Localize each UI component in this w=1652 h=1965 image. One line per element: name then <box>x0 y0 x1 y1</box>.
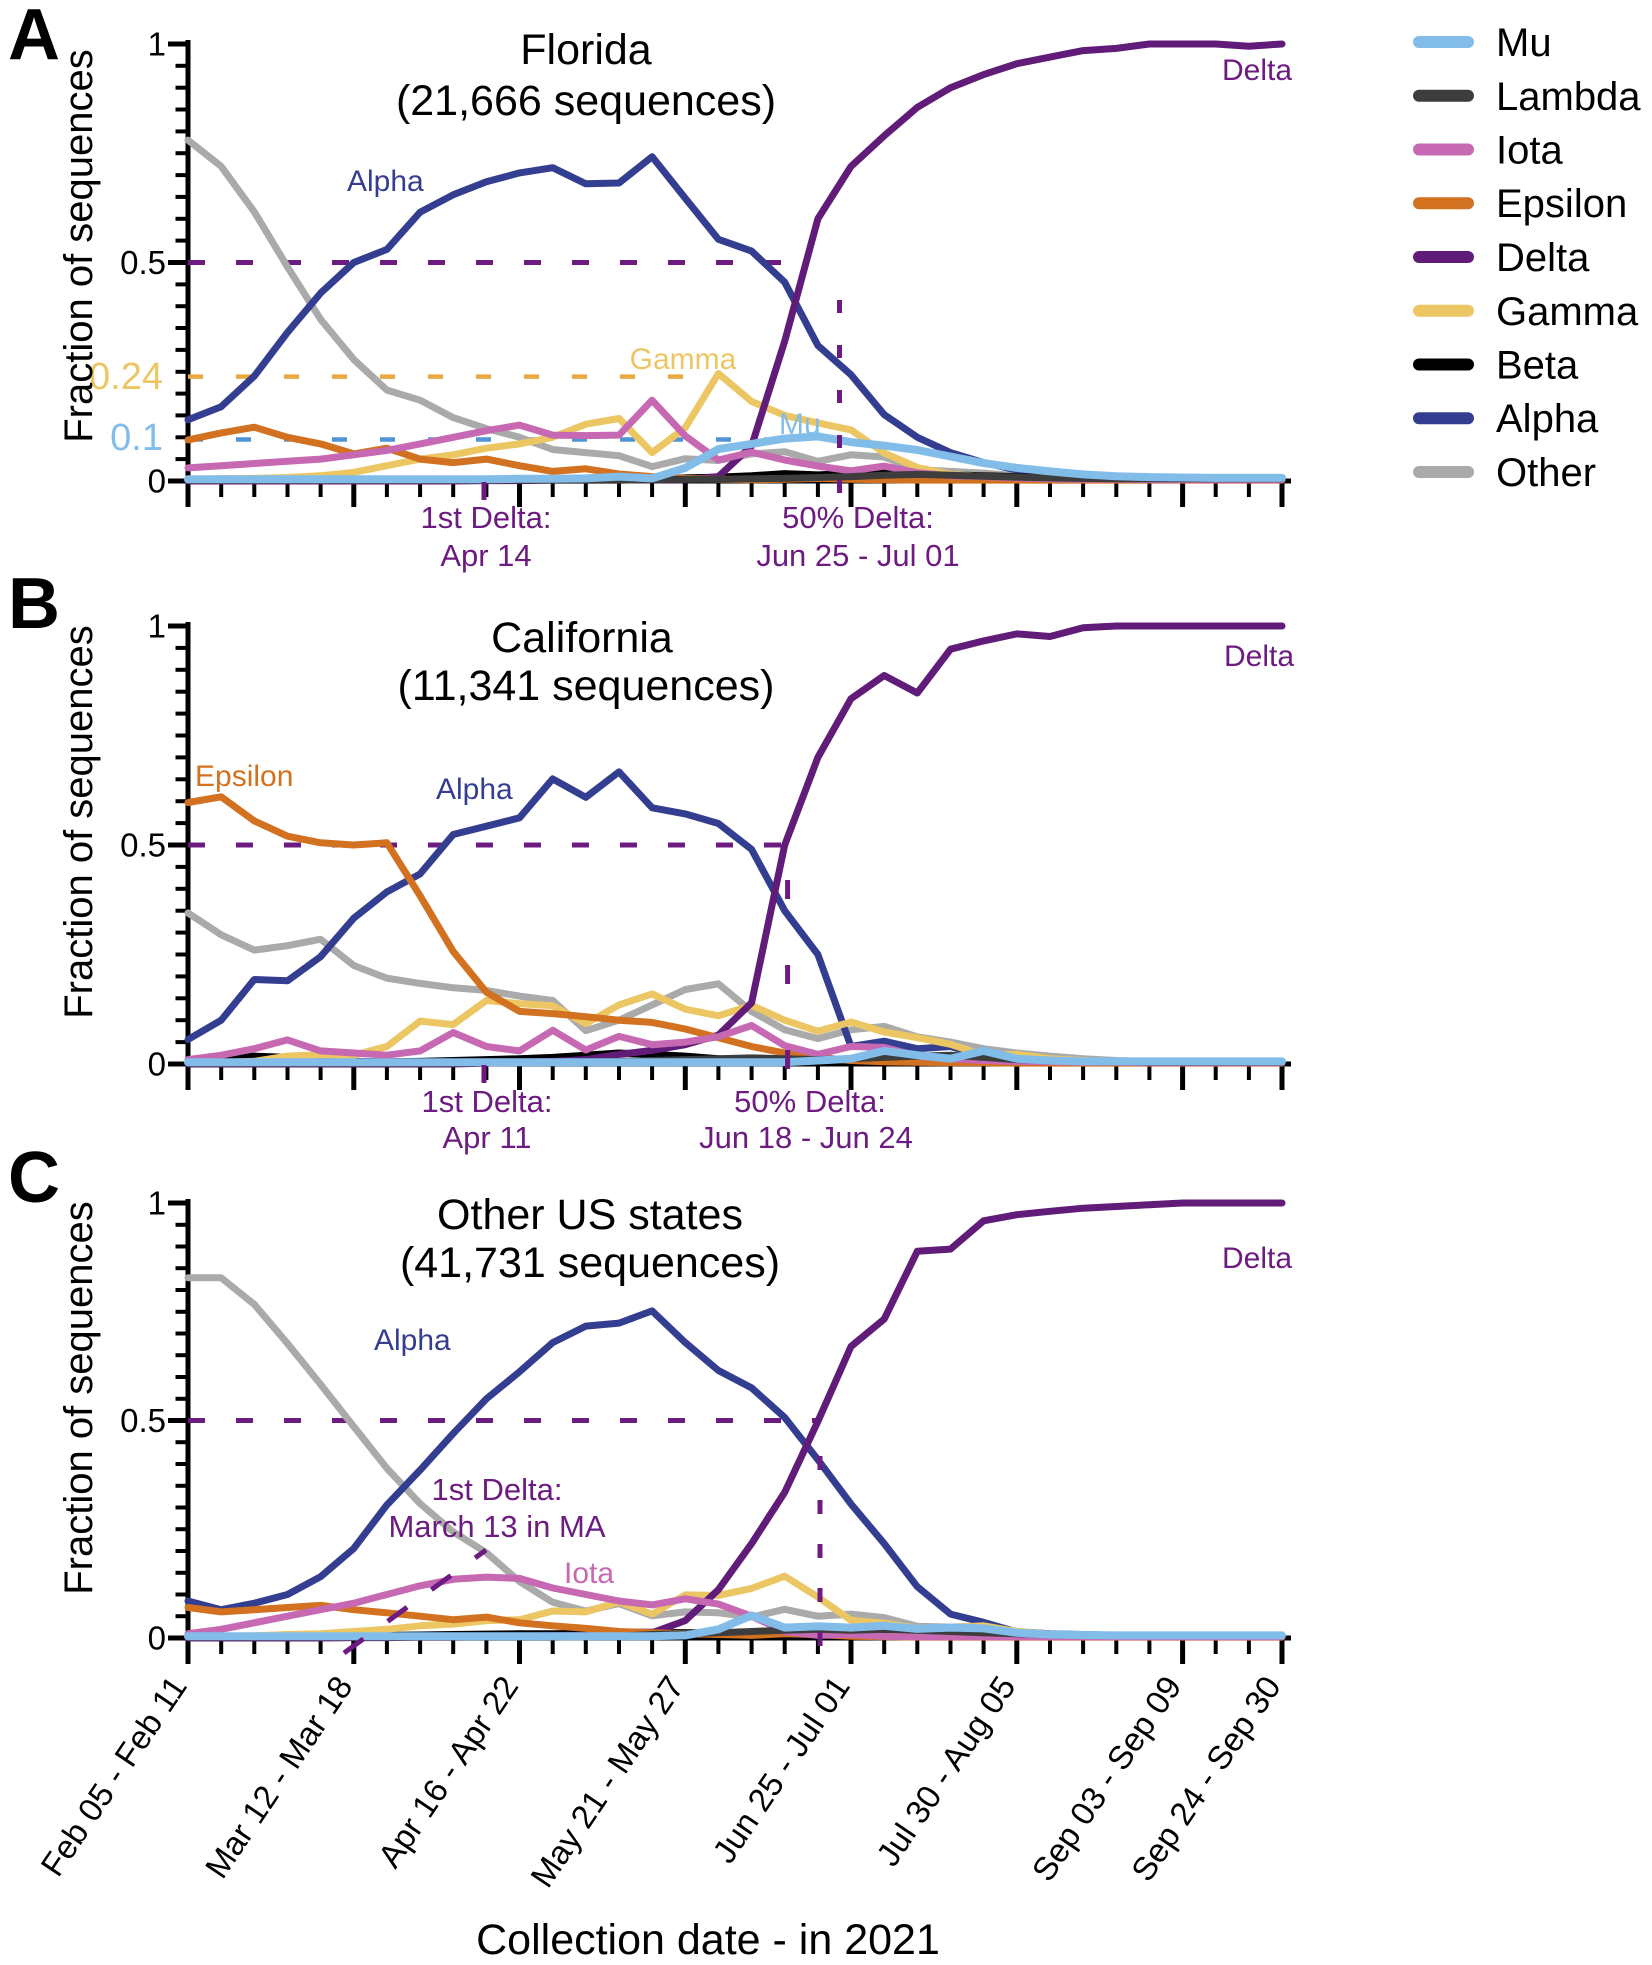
svg-text:California: California <box>491 614 673 662</box>
svg-text:1st Delta:: 1st Delta: <box>432 1472 563 1507</box>
svg-text:0: 0 <box>148 463 166 500</box>
svg-text:0.5: 0.5 <box>120 827 166 864</box>
svg-text:Collection date - in 2021: Collection date - in 2021 <box>476 1916 940 1960</box>
svg-text:March 13 in MA: March 13 in MA <box>388 1509 605 1544</box>
svg-text:Other US states: Other US states <box>437 1191 743 1239</box>
svg-text:Mu: Mu <box>1496 21 1552 65</box>
svg-text:0.5: 0.5 <box>120 244 166 281</box>
svg-text:Delta: Delta <box>1222 1242 1292 1275</box>
svg-text:Lambda: Lambda <box>1496 75 1641 119</box>
svg-text:Alpha: Alpha <box>374 1324 451 1357</box>
svg-text:0: 0 <box>148 1046 166 1083</box>
svg-text:Delta: Delta <box>1496 236 1590 280</box>
svg-text:(11,341 sequences): (11,341 sequences) <box>398 662 775 710</box>
svg-text:50% Delta:: 50% Delta: <box>734 1084 886 1119</box>
svg-text:Apr 11: Apr 11 <box>442 1120 531 1155</box>
svg-text:Gamma: Gamma <box>1496 290 1639 334</box>
svg-text:Beta: Beta <box>1496 344 1579 388</box>
svg-text:0: 0 <box>148 1620 166 1657</box>
svg-text:1: 1 <box>148 1185 166 1222</box>
svg-text:Alpha: Alpha <box>1496 397 1599 441</box>
svg-text:0.24: 0.24 <box>89 356 163 398</box>
svg-text:Fraction of sequences: Fraction of sequences <box>57 1201 101 1595</box>
svg-text:Alpha: Alpha <box>436 773 513 806</box>
svg-text:Epsilon: Epsilon <box>1496 182 1627 226</box>
svg-text:50% Delta:: 50% Delta: <box>782 500 934 535</box>
svg-text:1st Delta:: 1st Delta: <box>421 500 552 535</box>
svg-text:1: 1 <box>148 26 166 63</box>
svg-text:A: A <box>8 0 60 75</box>
svg-text:Jun 25 - Jul 01: Jun 25 - Jul 01 <box>756 538 959 573</box>
svg-text:Alpha: Alpha <box>347 165 424 198</box>
svg-text:Fraction of sequences: Fraction of sequences <box>57 49 101 443</box>
svg-text:Delta: Delta <box>1222 54 1292 87</box>
svg-text:(21,666 sequences): (21,666 sequences) <box>396 77 776 125</box>
svg-text:Epsilon: Epsilon <box>195 760 293 793</box>
svg-text:Jun 18 - Jun 24: Jun 18 - Jun 24 <box>699 1120 913 1155</box>
svg-text:C: C <box>8 1138 60 1218</box>
svg-text:Apr 14: Apr 14 <box>440 538 531 573</box>
svg-text:Mu: Mu <box>779 408 821 441</box>
svg-text:1: 1 <box>148 608 166 645</box>
svg-text:Other: Other <box>1496 451 1596 495</box>
svg-text:Fraction of sequences: Fraction of sequences <box>57 625 101 1019</box>
svg-text:B: B <box>8 564 60 644</box>
svg-text:Iota: Iota <box>564 1557 614 1590</box>
svg-text:(41,731 sequences): (41,731 sequences) <box>400 1239 780 1287</box>
svg-text:1st Delta:: 1st Delta: <box>422 1084 553 1119</box>
svg-text:Delta: Delta <box>1224 640 1294 673</box>
svg-text:0.1: 0.1 <box>110 417 163 459</box>
svg-text:0.5: 0.5 <box>120 1402 166 1439</box>
svg-text:Florida: Florida <box>520 26 652 74</box>
svg-text:Iota: Iota <box>1496 129 1563 173</box>
svg-text:Gamma: Gamma <box>630 343 737 376</box>
